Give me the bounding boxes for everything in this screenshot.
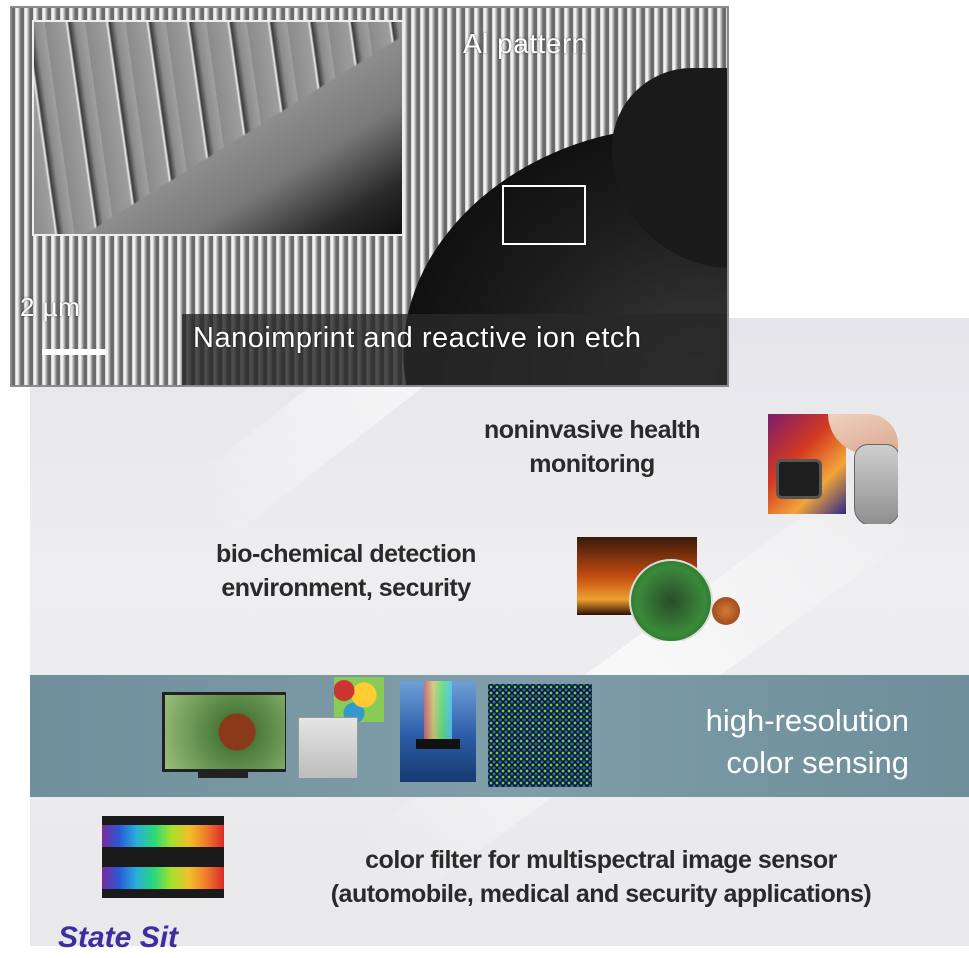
- phone-image: [854, 444, 898, 524]
- tv-stand: [198, 770, 248, 778]
- bio-detection-text: bio-chemical detection environment, secu…: [166, 537, 526, 605]
- image-sensor-chip-image: [400, 681, 476, 782]
- sem-zoom-inset: [32, 20, 404, 236]
- zoom-region-box: [502, 185, 586, 245]
- tv-screen: [162, 692, 286, 772]
- spectrum-stripe-top: [102, 825, 224, 847]
- printer-body: [298, 717, 358, 778]
- health-monitoring-text: noninvasive health monitoring: [452, 413, 732, 481]
- sensor-die: [416, 739, 460, 749]
- footer-logo: State Sit: [58, 921, 179, 954]
- health-line-2: monitoring: [529, 450, 655, 478]
- filter-line-2: (automobile, medical and security applic…: [330, 880, 872, 908]
- pattern-label: Al pattern: [463, 28, 588, 59]
- television-image: [158, 692, 286, 780]
- filter-line-1: color filter for multispectral image sen…: [365, 846, 837, 874]
- color-sensing-line-1: high-resolution: [705, 703, 909, 738]
- light-beam: [424, 681, 452, 741]
- sem-micrograph: [10, 6, 729, 387]
- scale-label: 2 µm: [20, 292, 81, 322]
- sem-caption: Nanoimprint and reactive ion etch: [193, 322, 642, 354]
- health-monitoring-image: [768, 414, 898, 524]
- caption-bar: [182, 314, 727, 385]
- coin-image: [712, 597, 740, 625]
- bio-detection-image: [577, 537, 762, 641]
- microarray-image: [488, 684, 592, 787]
- color-sensing-line-2: color sensing: [726, 745, 909, 780]
- bio-line-1: bio-chemical detection: [216, 540, 476, 568]
- color-balls-image: [334, 677, 384, 722]
- health-line-1: noninvasive health: [483, 416, 701, 444]
- sensor-board-image: [629, 559, 713, 641]
- spectrum-stripe-bottom: [102, 867, 224, 889]
- color-filter-text: color filter for multispectral image sen…: [246, 843, 956, 911]
- bio-line-2: environment, security: [221, 574, 471, 602]
- spectrum-filter-image: [102, 816, 224, 898]
- scale-bar: [42, 349, 106, 355]
- printer-image: [296, 677, 384, 778]
- wrist-device-image: [776, 459, 822, 499]
